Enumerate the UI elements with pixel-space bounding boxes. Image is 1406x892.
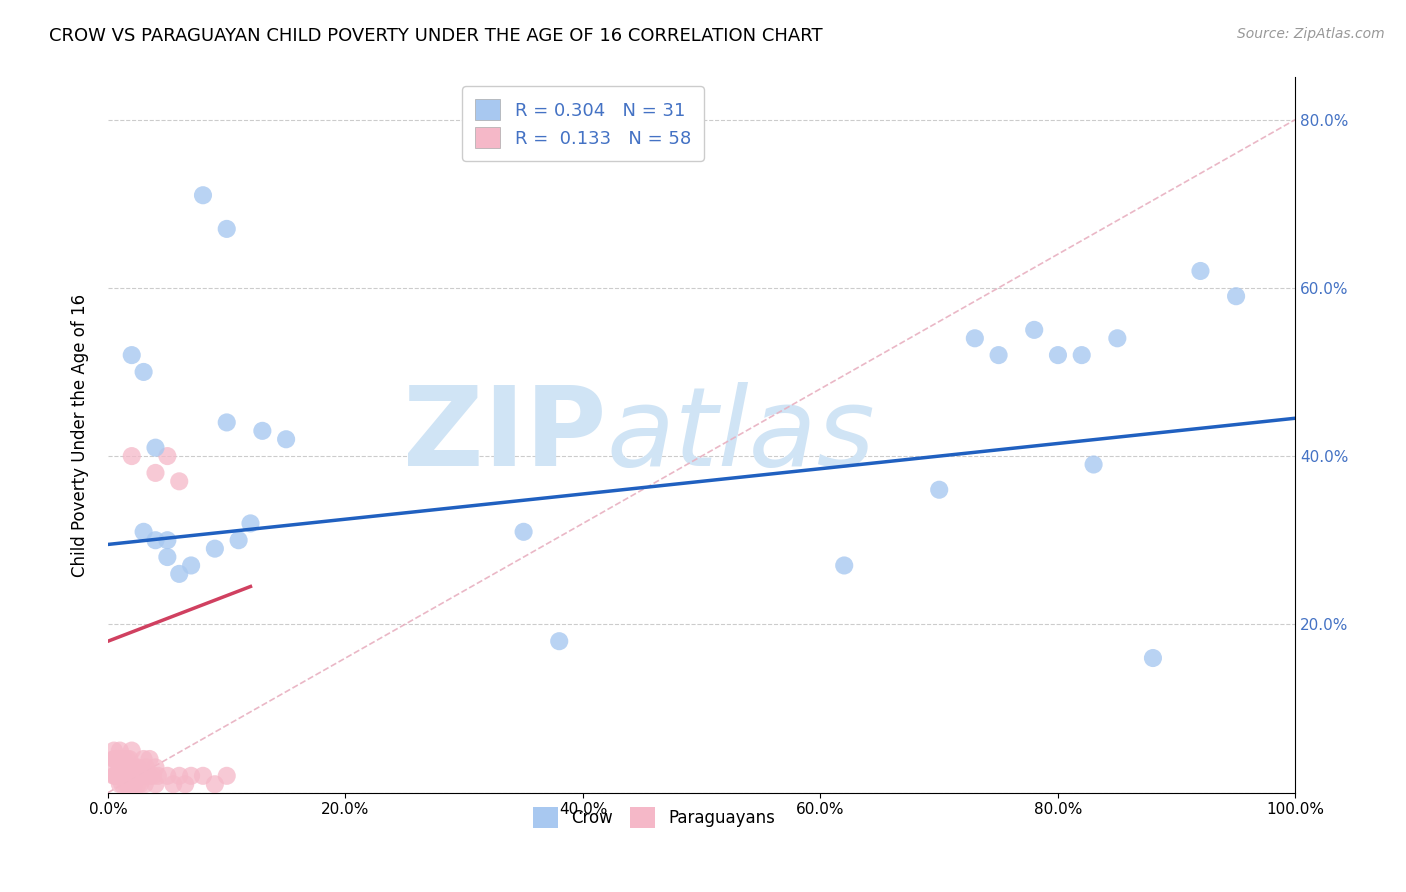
Point	[121, 777, 143, 791]
Point	[215, 769, 238, 783]
Point	[239, 516, 262, 531]
Point	[146, 769, 169, 783]
Point	[1142, 651, 1164, 665]
Point	[125, 769, 148, 783]
Point	[122, 777, 145, 791]
Point	[120, 769, 142, 783]
Point	[134, 777, 156, 791]
Point	[112, 752, 135, 766]
Point	[1107, 331, 1129, 345]
Point	[114, 769, 136, 783]
Point	[121, 348, 143, 362]
Point	[1225, 289, 1247, 303]
Point	[252, 424, 274, 438]
Point	[162, 777, 184, 791]
Point	[145, 533, 167, 548]
Point	[1083, 458, 1105, 472]
Point	[156, 769, 179, 783]
Point	[145, 466, 167, 480]
Point	[128, 769, 150, 783]
Point	[191, 188, 214, 202]
Point	[1046, 348, 1069, 362]
Point	[118, 769, 141, 783]
Point	[103, 769, 125, 783]
Point	[103, 752, 125, 766]
Point	[105, 769, 128, 783]
Point	[156, 533, 179, 548]
Point	[108, 760, 131, 774]
Point	[928, 483, 950, 497]
Point	[167, 769, 190, 783]
Y-axis label: Child Poverty Under the Age of 16: Child Poverty Under the Age of 16	[72, 293, 89, 576]
Point	[132, 752, 155, 766]
Point	[167, 566, 190, 581]
Text: atlas: atlas	[607, 382, 876, 489]
Legend: Crow, Paraguayans: Crow, Paraguayans	[527, 801, 782, 834]
Text: Source: ZipAtlas.com: Source: ZipAtlas.com	[1237, 27, 1385, 41]
Point	[512, 524, 534, 539]
Point	[124, 760, 146, 774]
Point	[108, 769, 131, 783]
Point	[1189, 264, 1212, 278]
Point	[121, 743, 143, 757]
Point	[180, 769, 202, 783]
Point	[132, 524, 155, 539]
Point	[118, 752, 141, 766]
Point	[215, 416, 238, 430]
Point	[987, 348, 1010, 362]
Point	[145, 760, 167, 774]
Point	[1070, 348, 1092, 362]
Point	[142, 769, 165, 783]
Point	[107, 769, 129, 783]
Point	[156, 449, 179, 463]
Point	[104, 769, 127, 783]
Point	[174, 777, 197, 791]
Point	[132, 365, 155, 379]
Point	[204, 777, 226, 791]
Point	[180, 558, 202, 573]
Point	[145, 441, 167, 455]
Point	[112, 769, 135, 783]
Point	[548, 634, 571, 648]
Point	[107, 752, 129, 766]
Point	[104, 752, 127, 766]
Point	[167, 475, 190, 489]
Point	[1024, 323, 1046, 337]
Point	[132, 769, 155, 783]
Point	[204, 541, 226, 556]
Point	[111, 760, 134, 774]
Point	[107, 769, 129, 783]
Point	[121, 760, 143, 774]
Point	[138, 752, 160, 766]
Point	[156, 550, 179, 565]
Point	[115, 769, 138, 783]
Point	[832, 558, 855, 573]
Point	[121, 449, 143, 463]
Point	[135, 760, 157, 774]
Point	[105, 752, 128, 766]
Point	[963, 331, 986, 345]
Point	[274, 432, 297, 446]
Text: CROW VS PARAGUAYAN CHILD POVERTY UNDER THE AGE OF 16 CORRELATION CHART: CROW VS PARAGUAYAN CHILD POVERTY UNDER T…	[49, 27, 823, 45]
Point	[127, 760, 149, 774]
Point	[129, 777, 152, 791]
Point	[108, 743, 131, 757]
Text: ZIP: ZIP	[404, 382, 607, 489]
Point	[228, 533, 250, 548]
Point	[107, 752, 129, 766]
Point	[191, 769, 214, 783]
Point	[138, 769, 160, 783]
Point	[103, 743, 125, 757]
Point	[103, 760, 125, 774]
Point	[215, 222, 238, 236]
Point	[127, 777, 149, 791]
Point	[114, 760, 136, 774]
Point	[111, 777, 134, 791]
Point	[108, 777, 131, 791]
Point	[115, 752, 138, 766]
Point	[117, 777, 139, 791]
Point	[114, 777, 136, 791]
Point	[122, 769, 145, 783]
Point	[145, 777, 167, 791]
